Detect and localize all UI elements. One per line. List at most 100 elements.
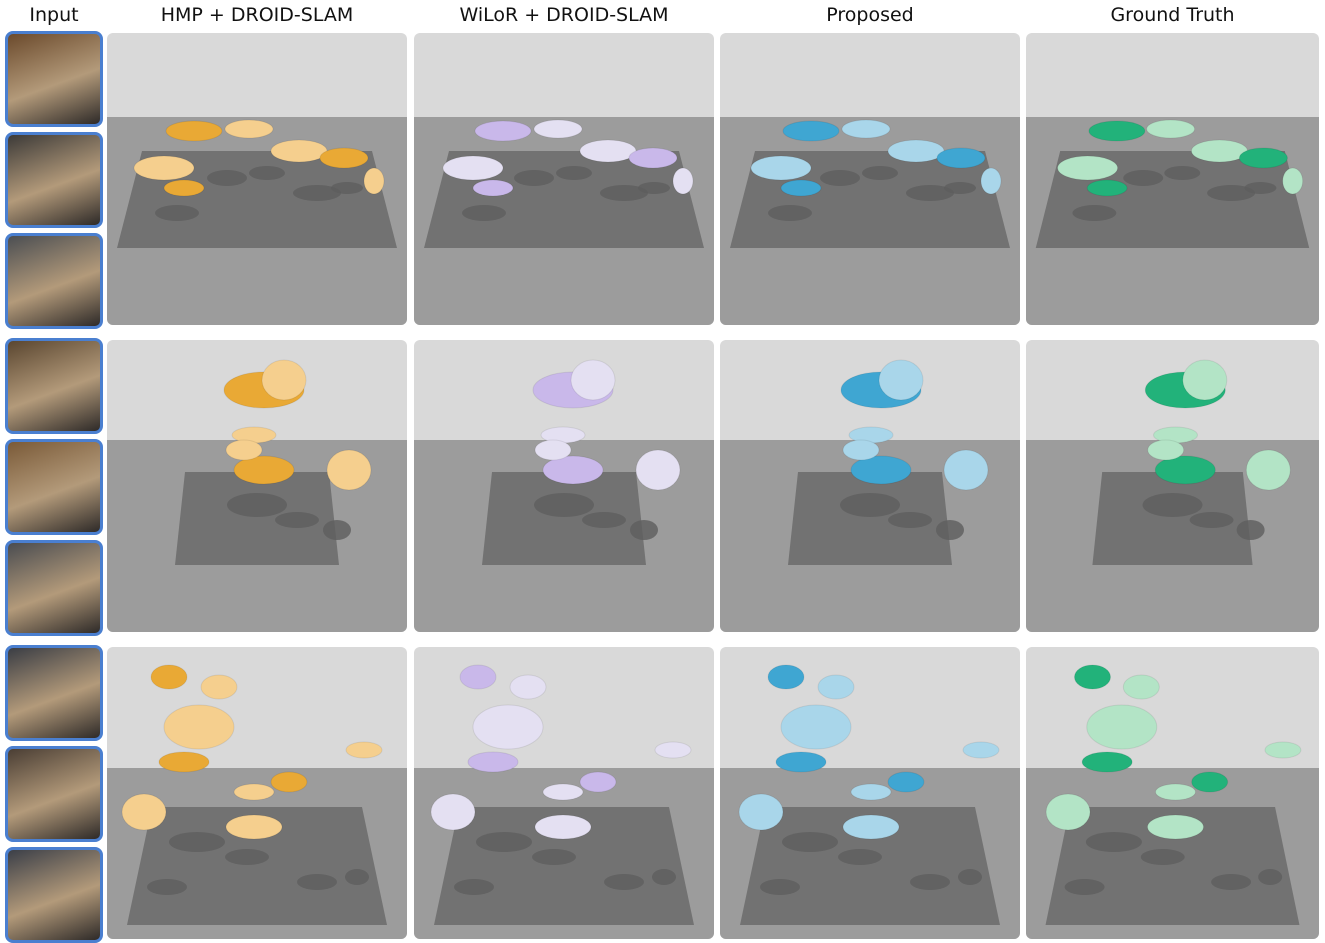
hand-shadow — [207, 170, 247, 186]
input-thumbnail — [5, 746, 103, 842]
hand-mesh — [121, 793, 167, 831]
hand-shadow — [155, 205, 199, 221]
render-panel — [107, 647, 407, 939]
hand-mesh — [1073, 664, 1111, 690]
hand-mesh — [1081, 751, 1133, 773]
hand-shadow — [331, 182, 363, 194]
hand-mesh — [1088, 120, 1146, 142]
hand-shadow — [1258, 869, 1283, 885]
mat — [1092, 472, 1253, 565]
hand-mesh — [1264, 741, 1302, 759]
hand-mesh — [472, 704, 544, 750]
hand-mesh — [163, 179, 205, 197]
hand-mesh — [1147, 439, 1185, 461]
hand-mesh — [459, 664, 497, 690]
hand-shadow — [1244, 182, 1277, 194]
hand-mesh — [133, 155, 195, 181]
hand-mesh — [817, 674, 855, 700]
hand-shadow — [760, 879, 800, 895]
hand-shadow — [782, 832, 838, 852]
hand-mesh — [363, 167, 385, 195]
render-panel — [720, 33, 1020, 325]
hand-shadow — [840, 493, 900, 517]
input-thumbnail — [5, 233, 103, 329]
hand-mesh — [780, 704, 852, 750]
hand-shadow — [838, 849, 882, 865]
hand-shadow — [225, 849, 269, 865]
hand-mesh — [233, 455, 295, 485]
hand-mesh — [233, 783, 275, 801]
hand-mesh — [635, 449, 681, 491]
hand-mesh — [654, 741, 692, 759]
hand-shadow — [582, 512, 626, 528]
hand-mesh — [1238, 147, 1288, 169]
input-thumbnail — [5, 847, 103, 943]
hand-shadow — [1189, 512, 1234, 528]
hand-mesh — [150, 664, 188, 690]
hand-shadow — [1072, 205, 1117, 221]
hand-shadow — [768, 205, 812, 221]
hand-shadow — [297, 874, 337, 890]
hand-mesh — [261, 359, 307, 401]
hand-mesh — [163, 704, 235, 750]
hand-mesh — [225, 439, 263, 461]
mat — [482, 472, 646, 565]
input-thumbnail — [5, 31, 103, 127]
hand-mesh — [1282, 167, 1304, 195]
render-panel — [414, 647, 714, 939]
hand-mesh — [200, 674, 238, 700]
hand-mesh — [534, 439, 572, 461]
hand-mesh — [534, 814, 592, 840]
hand-mesh — [570, 359, 616, 401]
hand-mesh — [542, 783, 584, 801]
hand-shadow — [820, 170, 860, 186]
hand-shadow — [1085, 832, 1142, 852]
hand-shadow — [1236, 520, 1265, 540]
hand-mesh — [780, 179, 822, 197]
column-header: Proposed — [826, 4, 914, 26]
hand-mesh — [319, 147, 369, 169]
hand-mesh — [165, 120, 223, 142]
hand-shadow — [1064, 879, 1105, 895]
hand-shadow — [604, 874, 644, 890]
render-panel — [1026, 33, 1319, 325]
hand-shadow — [249, 166, 285, 180]
hand-shadow — [227, 493, 287, 517]
hand-mesh — [782, 120, 840, 142]
hand-shadow — [147, 879, 187, 895]
hand-mesh — [430, 793, 476, 831]
hand-mesh — [672, 167, 694, 195]
hand-mesh — [962, 741, 1000, 759]
hand-shadow — [652, 869, 676, 885]
hand-mesh — [841, 119, 891, 139]
hand-shadow — [275, 512, 319, 528]
hand-mesh — [225, 814, 283, 840]
hand-shadow — [462, 205, 506, 221]
hand-mesh — [1045, 793, 1091, 831]
hand-shadow — [1123, 170, 1164, 186]
hand-shadow — [454, 879, 494, 895]
hand-shadow — [888, 512, 932, 528]
hand-mesh — [1191, 771, 1229, 793]
hand-mesh — [628, 147, 678, 169]
hand-shadow — [293, 185, 341, 201]
hand-shadow — [862, 166, 898, 180]
hand-shadow — [906, 185, 954, 201]
hand-shadow — [944, 182, 976, 194]
hand-mesh — [1146, 119, 1196, 139]
hand-shadow — [910, 874, 950, 890]
hand-mesh — [943, 449, 989, 491]
column-header: HMP + DROID-SLAM — [160, 4, 354, 26]
hand-shadow — [1211, 874, 1252, 890]
hand-mesh — [1057, 155, 1119, 181]
hand-mesh — [1154, 455, 1216, 485]
hand-shadow — [476, 832, 532, 852]
hand-shadow — [1207, 185, 1256, 201]
hand-shadow — [532, 849, 576, 865]
hand-shadow — [1142, 493, 1203, 517]
hand-mesh — [326, 449, 372, 491]
hand-mesh — [1245, 449, 1291, 491]
hand-mesh — [878, 359, 924, 401]
hand-mesh — [158, 751, 210, 773]
hand-shadow — [1140, 849, 1185, 865]
